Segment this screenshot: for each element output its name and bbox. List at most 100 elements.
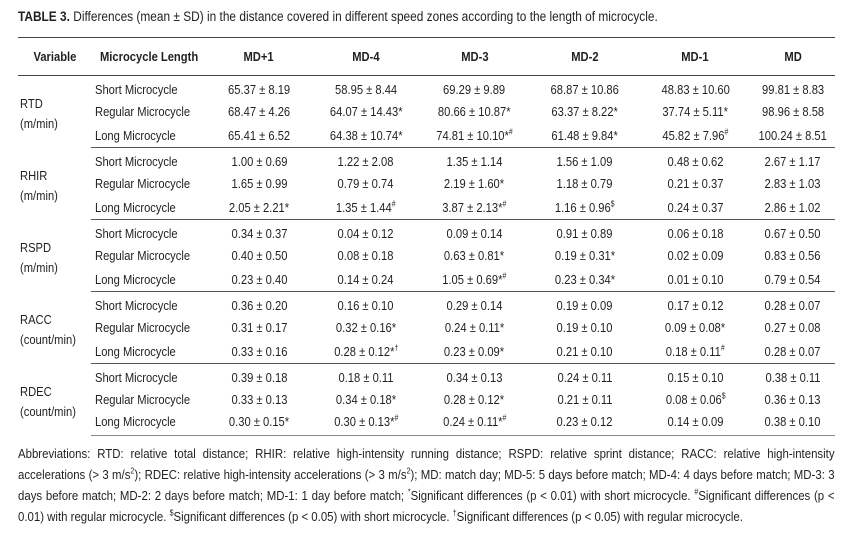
column-header: MD+1 [205,37,313,76]
mean-sd-value: 1.18 ± 0.79 [556,176,613,191]
value-cell: 0.28 ± 0.12*† [312,339,420,364]
value-wrap: 0.83 ± 0.56 [765,248,821,263]
mean-sd-value: 0.31 ± 0.17 [231,320,287,335]
mean-sd-value: 0.32 ± 0.16* [335,320,396,335]
value-cell: 0.28 ± 0.07 [751,292,835,316]
value-wrap: 0.14 ± 0.09 [667,414,723,429]
header-label: MD+1 [243,49,275,64]
microcycle-label: Regular Microcycle [95,176,191,191]
value-cell: 1.22 ± 2.08 [312,148,419,172]
variable-name: RSPD [20,239,52,255]
mean-sd-value: 0.21 ± 0.11 [557,392,613,407]
microcycle-length: Long Microcycle [91,267,206,292]
value-wrap: 65.41 ± 6.52 [228,128,290,143]
value-wrap: 0.15 ± 0.10 [667,370,723,385]
value-cell: 64.38 ± 10.74* [312,123,420,148]
mean-sd-value: 1.56 ± 1.09 [556,154,613,170]
mean-sd-value: 65.37 ± 8.19 [227,82,291,98]
value-cell: 0.91 ± 0.89 [529,220,640,244]
value-cell: 0.08 ± 0.06$ [640,388,751,412]
value-cell: 68.87 ± 10.86 [529,76,640,100]
value-wrap: 0.01 ± 0.10 [667,272,723,287]
microcycle-label: Regular Microcycle [95,248,191,263]
mean-sd-value: 0.29 ± 0.14 [446,298,503,314]
value-cell: 0.36 ± 0.13 [751,388,835,412]
footnote-superscript: $ [169,508,174,518]
value-cell: 58.95 ± 8.44 [312,76,419,100]
value-cell: 45.82 ± 7.96# [639,123,751,148]
mean-sd-value: 63.37 ± 8.22* [551,104,618,119]
value-cell: 0.39 ± 0.18 [206,364,312,388]
mean-sd-value: 74.81 ± 10.10* [436,127,509,143]
microcycle-length: Regular Microcycle [91,244,206,268]
value-cell: 69.29 ± 9.89 [420,76,530,100]
header-label: Microcycle Length [99,49,198,64]
mean-sd-value: 0.19 ± 0.09 [556,298,613,314]
value-wrap: 0.40 ± 0.50 [231,248,287,263]
value-wrap: 0.17 ± 0.12 [667,298,723,313]
value-cell: 65.41 ± 6.52 [205,123,313,148]
value-cell: 0.33 ± 0.16 [205,339,313,364]
variable-name: RTD [20,95,43,111]
value-wrap: 0.28 ± 0.12* [444,392,504,407]
value-cell: 0.09 ± 0.14 [420,220,530,244]
value-wrap: 65.37 ± 8.19 [228,82,290,97]
value-wrap: 1.18 ± 0.79 [557,176,613,191]
value-wrap: 0.36 ± 0.20 [231,298,287,313]
header-label: MD-3 [460,49,489,64]
mean-sd-value: 0.08 ± 0.18 [337,248,394,263]
value-wrap: 0.34 ± 0.37 [231,226,287,241]
value-wrap: 58.95 ± 8.44 [335,82,397,97]
mean-sd-value: 2.05 ± 2.21* [228,199,290,215]
table-row: Regular Microcycle 0.33 ± 0.13 0.34 ± 0.18… [18,388,835,412]
mean-sd-value: 100.24 ± 8.51 [758,127,827,143]
value-wrap: 1.05 ± 0.69*# [442,272,506,287]
value-cell: 0.63 ± 0.81* [420,244,530,268]
value-cell: 0.24 ± 0.11 [529,364,640,388]
column-header: Microcycle Length [91,37,206,76]
value-wrap: 0.28 ± 0.07 [765,344,821,359]
microcycle-label: Long Microcycle [95,413,177,429]
microcycle-length: Long Microcycle [91,339,206,364]
microcycle-length: Short Microcycle [91,292,206,316]
value-wrap: 45.82 ± 7.96# [662,128,728,143]
value-wrap: 0.18 ± 0.11# [666,344,725,359]
mean-sd-value: 0.24 ± 0.11 [557,370,613,386]
footnote-text: Significant differences (p < 0.05) with … [173,509,453,524]
value-wrap: 0.24 ± 0.11 [557,370,612,385]
value-cell: 0.17 ± 0.12 [640,292,751,316]
footnote-superscript: 2 [406,466,411,476]
value-wrap: 0.02 ± 0.09 [667,248,723,263]
microcycle-label: Short Microcycle [95,226,178,242]
value-cell: 1.65 ± 0.99 [206,172,312,196]
value-wrap: 0.28 ± 0.07 [765,298,821,313]
value-wrap: 68.47 ± 4.26 [228,104,290,119]
value-wrap: 0.21 ± 0.11 [557,392,612,407]
column-header: MD-2 [529,37,640,76]
value-wrap: 0.67 ± 0.50 [765,226,821,241]
value-cell: 0.18 ± 0.11 [312,364,419,388]
value-cell: 2.19 ± 1.60* [420,172,530,196]
table-row: Long Microcycle 0.33 ± 0.16 0.28 ± 0.12*† 0… [18,339,835,364]
significance-mark: # [724,127,729,137]
value-cell: 1.35 ± 1.44# [312,195,420,220]
microcycle-length: Regular Microcycle [91,100,206,124]
mean-sd-value: 80.66 ± 10.87* [438,104,511,119]
mean-sd-value: 1.35 ± 1.14 [446,154,503,170]
value-wrap: 0.36 ± 0.13 [765,392,821,407]
value-cell: 0.14 ± 0.09 [639,411,751,436]
value-cell: 0.23 ± 0.12 [529,411,640,436]
variable-cell: RSPD (m/min) [18,220,91,292]
mean-sd-value: 68.47 ± 4.26 [227,104,291,119]
mean-sd-value: 0.01 ± 0.10 [667,271,724,287]
mean-sd-value: 0.19 ± 0.31* [554,248,615,263]
table-footnote: Abbreviations: RTD: relative total dista… [18,443,835,527]
value-cell: 0.19 ± 0.31* [529,244,640,268]
variable-cell: RHIR (m/min) [18,148,91,220]
mean-sd-value: 0.24 ± 0.11* [444,320,505,335]
value-cell: 0.19 ± 0.09 [529,292,640,316]
value-cell: 0.83 ± 0.56 [751,244,835,268]
value-cell: 0.67 ± 0.50 [751,220,835,244]
value-wrap: 2.05 ± 2.21* [229,200,289,215]
footnote-text: Significant differences (p < 0.05) with … [456,509,743,524]
